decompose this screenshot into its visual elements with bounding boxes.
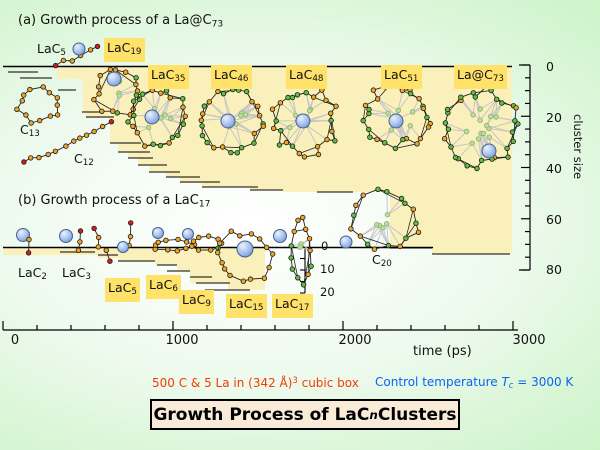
cluster-label-lac48: LaC48 — [286, 65, 327, 90]
molecule-c20-cage — [348, 186, 422, 252]
la-atom — [273, 229, 287, 243]
x-tick-label-2000: 2000 — [338, 333, 372, 348]
right-tick-label-40: 40 — [546, 161, 562, 176]
molecule-lac5-chain — [52, 43, 101, 69]
caption-simulation-box: 500 C & 5 La in (342 Å)3 cubic box — [152, 375, 359, 391]
molecule-big-ring — [214, 228, 276, 284]
molecule-chain-b3 — [103, 247, 113, 264]
la-atom — [182, 228, 194, 240]
cluster-label-lac73: La@C73 — [454, 65, 507, 90]
molecule-lac5-la — [72, 42, 86, 56]
molecule-lac51-mol — [360, 80, 433, 152]
right-tick-label-20: 20 — [546, 110, 562, 125]
cluster-label-lac15: LaC15 — [226, 294, 267, 319]
molecule-la-b4 — [273, 229, 287, 243]
cluster-label-lac2: LaC2 — [18, 265, 47, 283]
la-atom — [144, 109, 160, 125]
molecule-lac17-la — [339, 235, 353, 249]
la-atom — [295, 113, 311, 129]
molecule-lac35-mol — [125, 87, 188, 149]
molecule-chain-b1 — [91, 225, 102, 250]
la-atom — [16, 228, 30, 242]
la-atom — [152, 227, 164, 239]
molecule-big-ring-la — [236, 240, 254, 258]
right-tick-label-0: 0 — [546, 59, 554, 74]
la-atom — [117, 241, 129, 253]
x-tick-label-0: 0 — [10, 333, 20, 348]
cluster-label-lac3: LaC3 — [62, 265, 91, 283]
mini-tick-label-20: 20 — [320, 285, 335, 299]
molecule-la-b1 — [117, 241, 129, 253]
molecule-lac3-chain — [75, 228, 84, 253]
molecule-c12-chain — [21, 118, 115, 165]
cluster-label-lac6: LaC6 — [146, 275, 181, 300]
mini-tick-label-0: 0 — [321, 239, 329, 253]
cluster-label-lac5b: LaC5 — [105, 278, 140, 303]
cluster-label-lac51: LaC51 — [381, 65, 422, 90]
cluster-label-lac9: LaC9 — [179, 290, 214, 315]
x-axis-title: time (ps) — [413, 344, 472, 359]
molecule-la-b3 — [182, 228, 194, 240]
molecule-lac2-chain — [25, 236, 32, 256]
molecule-la-b2 — [152, 227, 164, 239]
molecule-c13-ring — [14, 84, 61, 126]
cluster-label-lac17: LaC17 — [272, 294, 313, 319]
molecule-lac46-mol — [198, 86, 266, 156]
molecule-flat-ring-1 — [152, 236, 198, 254]
la-atom — [236, 240, 254, 258]
right-tick-label-60: 60 — [546, 212, 562, 227]
molecule-lac3-la — [59, 229, 73, 243]
cluster-label-lac5a: LaC5 — [37, 41, 66, 59]
right-axis-title: cluster size — [571, 114, 585, 180]
molecule-la-at-c73-mol — [441, 82, 521, 172]
cluster-label-lac35: LaC35 — [148, 65, 189, 90]
heading-b: (b) Growth process of a LaC17 — [18, 193, 211, 210]
molecule-lac48-mol — [269, 87, 339, 160]
cluster-label-lac46: LaC46 — [211, 65, 252, 90]
molecule-lac17-mol — [288, 214, 314, 288]
x-axis — [2, 321, 518, 331]
cluster-label-c13: C13 — [20, 122, 40, 140]
cluster-label-lac19: LaC19 — [104, 38, 145, 63]
la-atom — [59, 229, 73, 243]
growth-region-b — [3, 248, 265, 290]
molecule-lac2-la — [16, 228, 30, 242]
la-atom — [339, 235, 353, 249]
right-tick-label-80: 80 — [546, 262, 562, 277]
la-atom — [220, 113, 236, 129]
la-atom — [106, 71, 122, 87]
x-tick-label-3000: 3000 — [512, 333, 546, 348]
cluster-label-c20: C20 — [372, 252, 392, 270]
cluster-label-c12: C12 — [74, 151, 94, 169]
heading-a: (a) Growth process of a La@C73 — [18, 13, 224, 30]
la-atom — [72, 42, 86, 56]
x-tick-label-1000: 1000 — [165, 333, 199, 348]
title-banner: Growth Process of LaC n Clusters — [150, 399, 460, 430]
right-axis — [519, 64, 531, 271]
la-atom — [481, 143, 497, 159]
mini-tick-label-10: 10 — [320, 262, 335, 276]
caption-temperature: Control temperature Tc = 3000 K — [375, 375, 574, 391]
la-atom — [388, 113, 404, 129]
growth-trajectories — [3, 65, 512, 291]
